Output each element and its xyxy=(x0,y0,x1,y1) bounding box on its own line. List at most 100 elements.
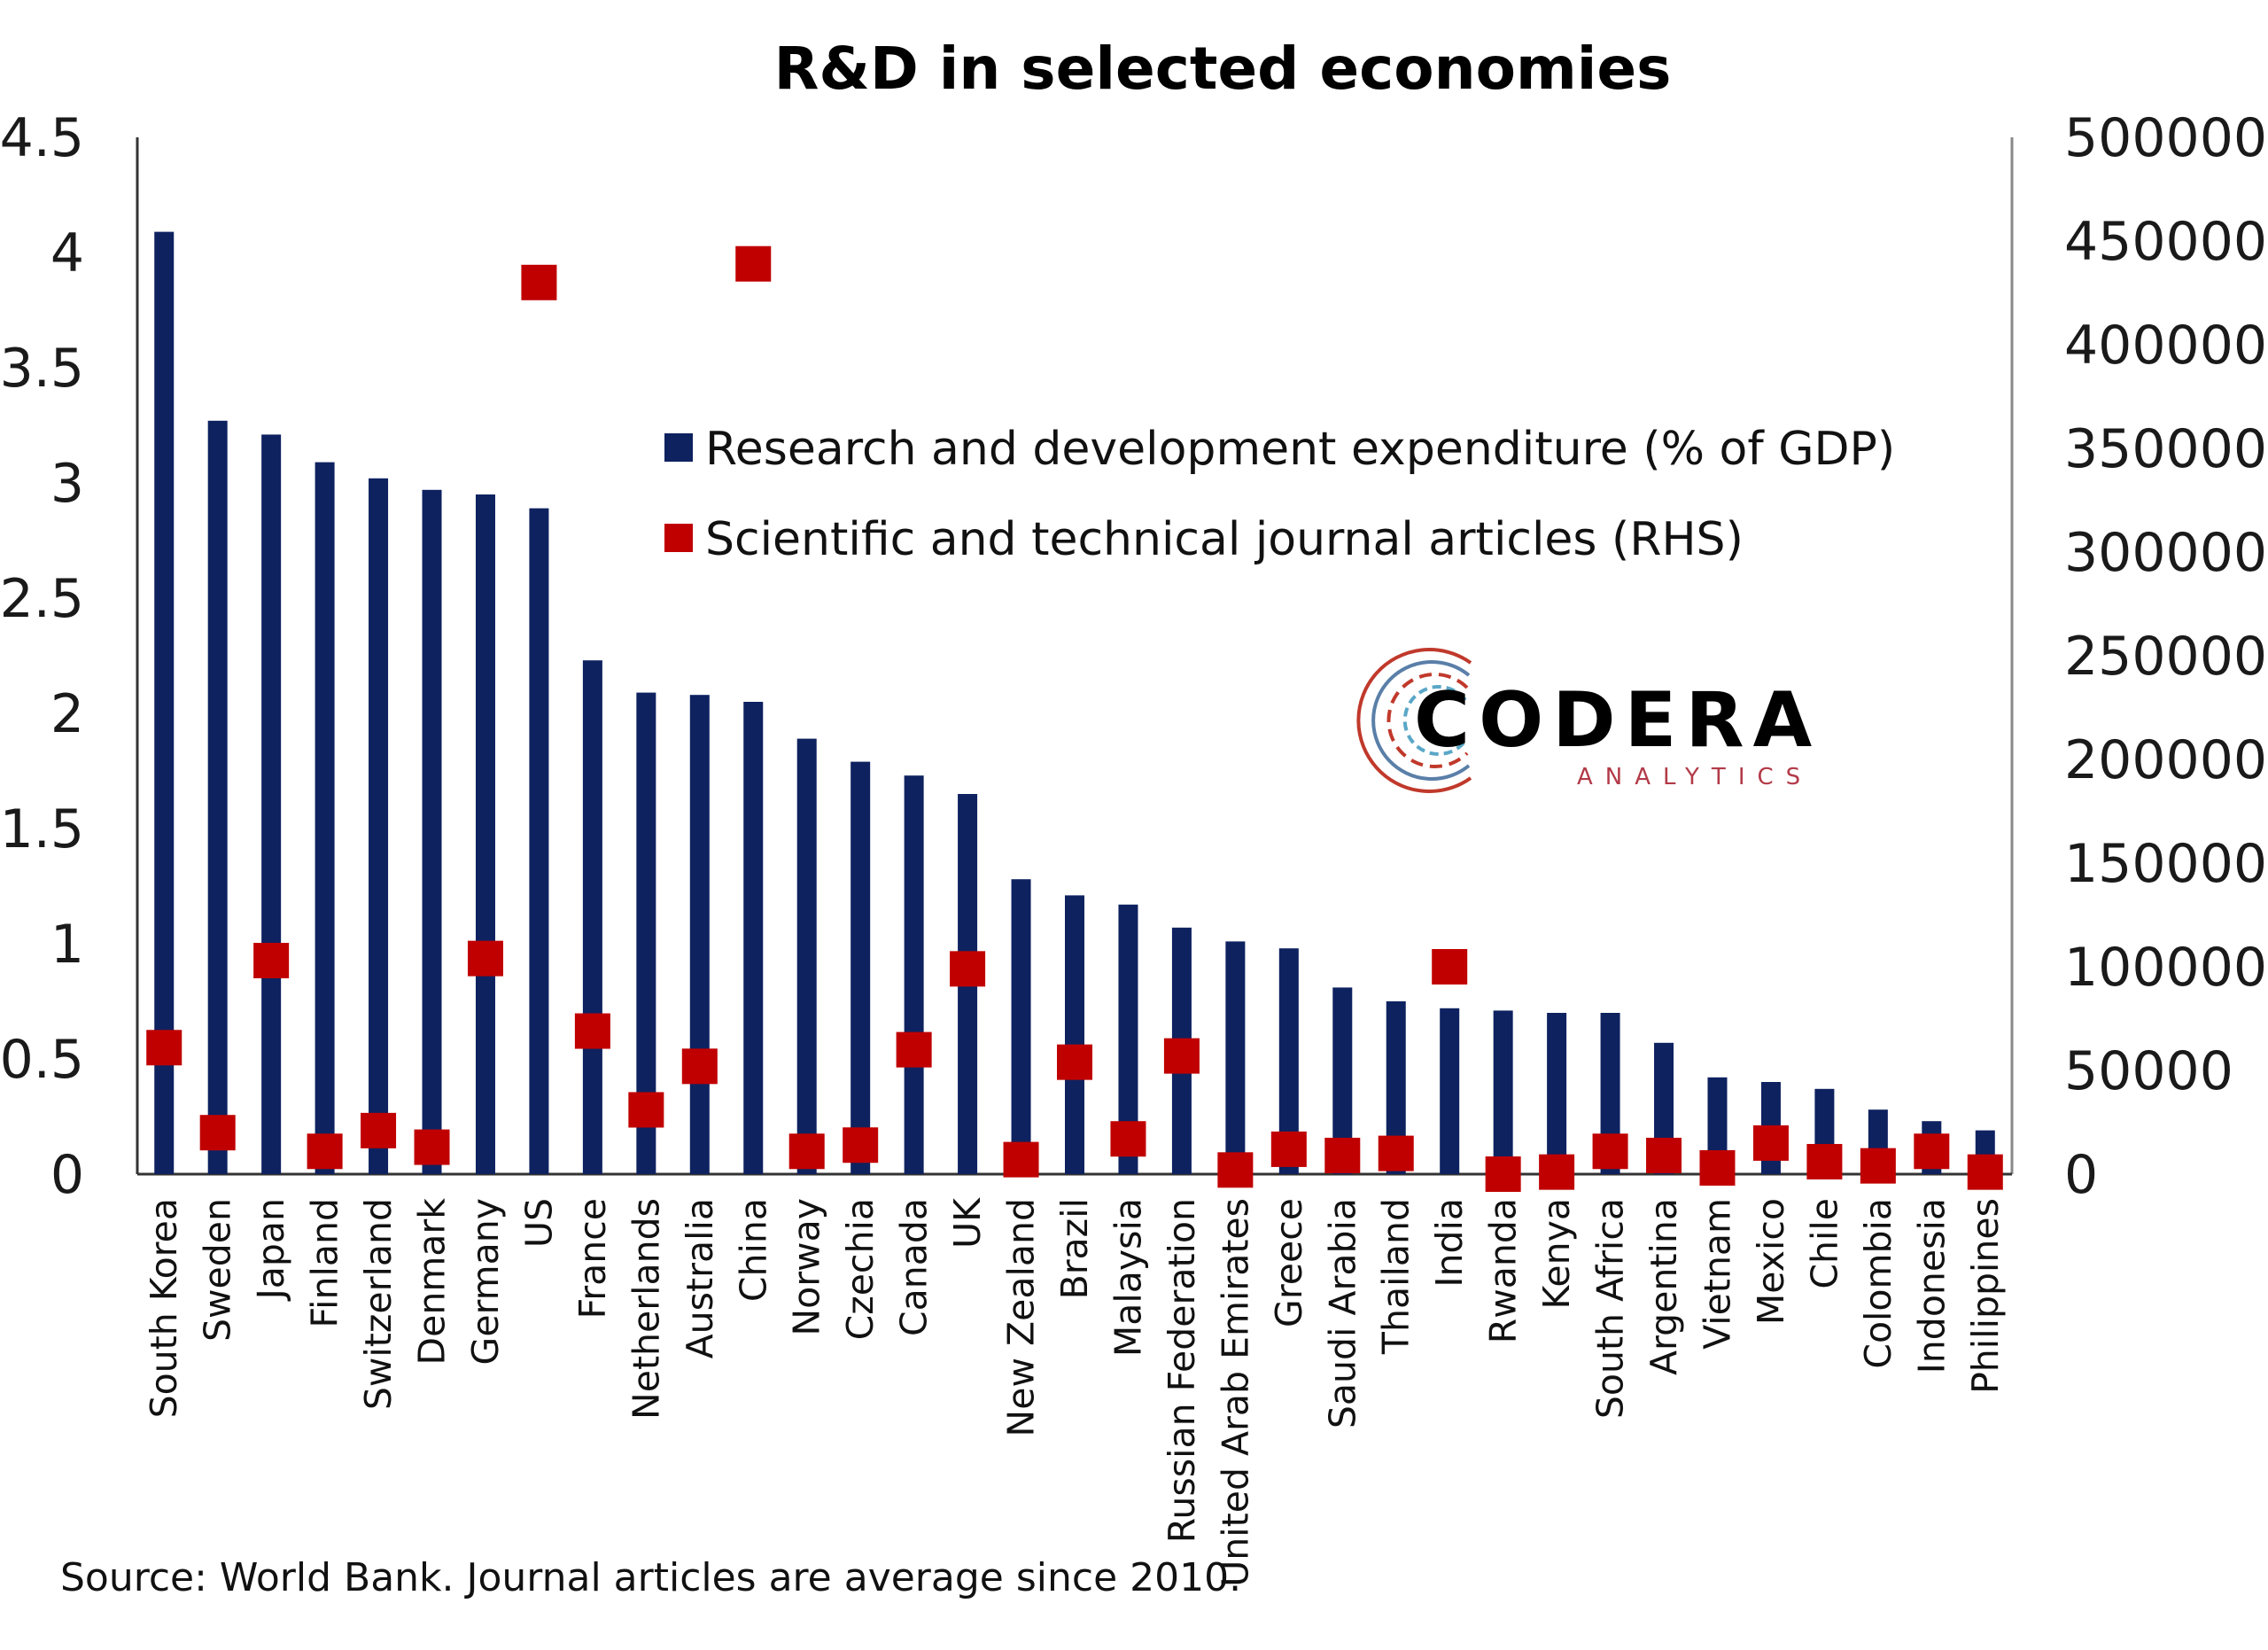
marker xyxy=(1806,1143,1843,1179)
bar xyxy=(1386,1001,1406,1174)
category-label: UK xyxy=(946,1197,989,1249)
bar xyxy=(529,508,549,1174)
right-tick-label: 200000 xyxy=(2064,729,2267,791)
category-labels: South Korea Sweden Japan Finland Switzerland… xyxy=(143,1197,2007,1587)
marker xyxy=(307,1133,343,1170)
marker xyxy=(1057,1044,1092,1080)
right-axis-ticks: 0 50000 100000 150000 200000 250000 300000 3500… xyxy=(2064,107,2267,1206)
marker xyxy=(1270,1131,1307,1167)
bar xyxy=(850,761,871,1174)
marker xyxy=(199,1115,236,1151)
marker xyxy=(1485,1156,1521,1192)
left-tick-label: 0.5 xyxy=(0,1029,84,1091)
logo-mark-icon xyxy=(1356,648,1472,793)
marker xyxy=(1592,1133,1628,1170)
left-tick-label: 2.5 xyxy=(0,568,84,630)
bar xyxy=(743,702,764,1174)
category-label: Germany xyxy=(464,1198,507,1365)
bar xyxy=(1011,879,1031,1174)
bar xyxy=(154,231,175,1175)
category-label: New Zealand xyxy=(1000,1198,1043,1436)
codera-logo: CODERA ANALYTICS xyxy=(1356,648,1812,793)
marker xyxy=(361,1112,397,1148)
bar xyxy=(689,695,710,1174)
marker xyxy=(253,942,290,978)
marker xyxy=(1860,1148,1896,1184)
legend: Research and development expenditure (% … xyxy=(664,423,1895,566)
marker xyxy=(146,1030,183,1066)
category-label: Indonesia xyxy=(1910,1198,1953,1374)
marker xyxy=(467,940,503,977)
chart-title: R&D in selected economies xyxy=(774,35,1672,103)
marker-series xyxy=(146,245,2003,1192)
category-label: China xyxy=(732,1198,774,1302)
category-label: Canada xyxy=(893,1198,936,1336)
category-label: Vietnam xyxy=(1696,1198,1738,1350)
marker xyxy=(950,951,986,987)
bar xyxy=(475,494,495,1174)
marker xyxy=(1163,1038,1200,1074)
category-label: Norway xyxy=(786,1198,828,1336)
bar xyxy=(1065,895,1084,1174)
category-label: Kenya xyxy=(1535,1198,1578,1309)
left-tick-label: 2 xyxy=(50,683,84,745)
left-tick-label: 1 xyxy=(50,914,84,976)
right-tick-label: 0 xyxy=(2064,1144,2098,1206)
bar xyxy=(369,478,389,1174)
marker xyxy=(843,1127,879,1164)
bar xyxy=(422,489,442,1174)
marker xyxy=(628,1092,664,1128)
left-tick-label: 4 xyxy=(50,222,84,284)
category-label: Mexico xyxy=(1750,1198,1792,1325)
source-note: Source: World Bank. Journal articles are… xyxy=(60,1555,1241,1600)
left-tick-label: 0 xyxy=(50,1144,84,1206)
marker xyxy=(1967,1154,2003,1190)
bar xyxy=(1707,1077,1728,1174)
category-label: Sweden xyxy=(197,1198,239,1342)
category-label: France xyxy=(571,1198,614,1319)
bar xyxy=(1278,948,1299,1174)
category-label: Colombia xyxy=(1857,1198,1899,1369)
category-label: Greece xyxy=(1268,1198,1310,1327)
bar xyxy=(261,434,282,1174)
marker xyxy=(1539,1154,1575,1190)
marker xyxy=(521,264,557,300)
category-label: US xyxy=(517,1198,560,1248)
marker xyxy=(1003,1141,1039,1178)
category-label: Czechia xyxy=(839,1198,882,1340)
category-label: India xyxy=(1428,1198,1471,1288)
right-tick-label: 300000 xyxy=(2064,522,2267,584)
marker xyxy=(788,1133,825,1170)
category-label: Switzerland xyxy=(357,1198,400,1410)
category-label: Chile xyxy=(1803,1198,1845,1289)
marker xyxy=(1378,1135,1414,1171)
marker xyxy=(1217,1152,1254,1188)
left-axis-ticks: 0 0.5 1 1.5 2 2.5 3 3.5 4 4.5 xyxy=(0,107,84,1206)
left-tick-label: 1.5 xyxy=(0,798,84,860)
left-tick-label: 4.5 xyxy=(0,107,84,169)
category-label: Thailand xyxy=(1375,1198,1418,1355)
marker xyxy=(1752,1125,1789,1161)
bar xyxy=(1547,1013,1567,1174)
marker xyxy=(1646,1137,1682,1173)
category-label: Argentina xyxy=(1643,1198,1685,1375)
right-tick-label: 100000 xyxy=(2064,937,2267,999)
marker xyxy=(414,1129,450,1165)
marker xyxy=(1324,1137,1361,1173)
right-tick-label: 500000 xyxy=(2064,107,2267,169)
bar-series xyxy=(154,231,1995,1175)
category-label: Rwanda xyxy=(1482,1198,1525,1343)
right-tick-label: 350000 xyxy=(2064,418,2267,480)
bar xyxy=(904,775,924,1174)
bar xyxy=(1225,941,1246,1174)
legend-label-bar: Research and development expenditure (% … xyxy=(705,423,1895,476)
right-tick-label: 150000 xyxy=(2064,833,2267,895)
bar xyxy=(1440,1008,1460,1174)
left-tick-label: 3 xyxy=(50,453,84,515)
category-label: Netherlands xyxy=(625,1198,667,1420)
bar xyxy=(315,462,335,1174)
legend-swatch-bar xyxy=(664,433,693,462)
right-tick-label: 450000 xyxy=(2064,211,2267,273)
marker xyxy=(1110,1121,1146,1157)
